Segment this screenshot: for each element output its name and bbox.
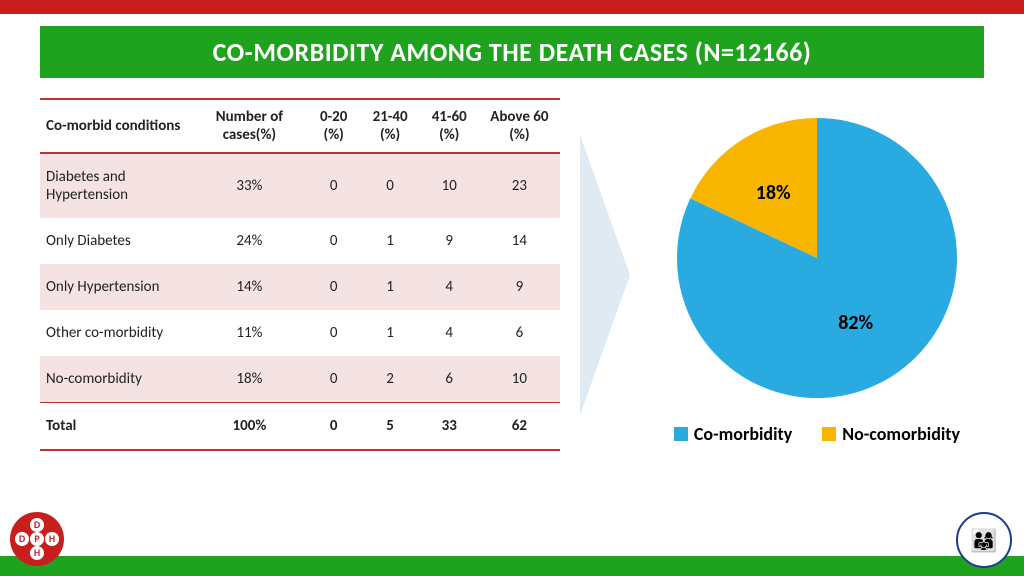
table-container: Co-morbid conditionsNumber of cases(%)0-… bbox=[40, 98, 560, 451]
table-cell: 11% bbox=[192, 310, 307, 356]
title-bar: CO-MORBIDITY AMONG THE DEATH CASES (N=12… bbox=[40, 26, 984, 78]
nhm-logo: 👨‍👩‍👧 bbox=[956, 512, 1012, 568]
table-row: Only Hypertension14%0149 bbox=[40, 264, 560, 310]
logo-letter: H bbox=[30, 546, 44, 560]
top-stripe bbox=[0, 0, 1024, 16]
table-header-cell: 41-60 (%) bbox=[420, 99, 479, 153]
logo-letter: P bbox=[30, 532, 44, 546]
legend-swatch bbox=[674, 427, 688, 441]
table-cell: 0 bbox=[307, 356, 361, 403]
nhm-logo-icon: 👨‍👩‍👧 bbox=[970, 527, 997, 554]
table-cell: 14% bbox=[192, 264, 307, 310]
logo-letter: D bbox=[30, 518, 44, 532]
table-row: Diabetes and Hypertension33%001023 bbox=[40, 153, 560, 218]
pie-legend: Co-morbidity No-comorbidity bbox=[674, 423, 960, 445]
table-cell: 1 bbox=[361, 218, 420, 264]
table-cell: 5 bbox=[361, 403, 420, 451]
legend-item: No-comorbidity bbox=[822, 423, 960, 445]
content-area: Co-morbid conditionsNumber of cases(%)0-… bbox=[0, 98, 1024, 451]
legend-label: No-comorbidity bbox=[842, 423, 960, 445]
table-header-cell: Number of cases(%) bbox=[192, 99, 307, 153]
table-body: Diabetes and Hypertension33%001023Only D… bbox=[40, 153, 560, 450]
comorbidity-table: Co-morbid conditionsNumber of cases(%)0-… bbox=[40, 98, 560, 451]
table-cell: 0 bbox=[307, 403, 361, 451]
pie-svg bbox=[677, 118, 957, 398]
table-cell: 6 bbox=[479, 310, 560, 356]
table-header-row: Co-morbid conditionsNumber of cases(%)0-… bbox=[40, 99, 560, 153]
table-total-row: Total100%053362 bbox=[40, 403, 560, 451]
table-cell: 18% bbox=[192, 356, 307, 403]
arrow-icon bbox=[580, 135, 630, 415]
table-header-cell: Co-morbid conditions bbox=[40, 99, 192, 153]
pie-chart: 82% 18% bbox=[677, 118, 957, 398]
table-cell: 0 bbox=[307, 264, 361, 310]
table-row: No-comorbidity18%02610 bbox=[40, 356, 560, 403]
table-cell: 9 bbox=[479, 264, 560, 310]
table-row: Other co-morbidity11%0146 bbox=[40, 310, 560, 356]
arrow-container bbox=[580, 135, 630, 415]
table-header-cell: Above 60 (%) bbox=[479, 99, 560, 153]
bottom-stripe bbox=[0, 556, 1024, 576]
table-cell: 33 bbox=[420, 403, 479, 451]
legend-label: Co-morbidity bbox=[694, 423, 792, 445]
table-cell: 4 bbox=[420, 310, 479, 356]
table-cell: Other co-morbidity bbox=[40, 310, 192, 356]
table-cell: 6 bbox=[420, 356, 479, 403]
table-cell: 1 bbox=[361, 264, 420, 310]
table-cell: 33% bbox=[192, 153, 307, 218]
table-cell: 9 bbox=[420, 218, 479, 264]
table-header-cell: 0-20 (%) bbox=[307, 99, 361, 153]
page-title: CO-MORBIDITY AMONG THE DEATH CASES (N=12… bbox=[60, 36, 964, 68]
table-cell: Diabetes and Hypertension bbox=[40, 153, 192, 218]
pie-slice-label: 82% bbox=[838, 311, 873, 335]
table-cell: 0 bbox=[307, 310, 361, 356]
logo-letter: H bbox=[45, 532, 59, 546]
table-cell: 10 bbox=[420, 153, 479, 218]
table-cell: Only Diabetes bbox=[40, 218, 192, 264]
table-cell: 100% bbox=[192, 403, 307, 451]
logo-letter: D bbox=[15, 532, 29, 546]
table-cell: 24% bbox=[192, 218, 307, 264]
table-header-cell: 21-40 (%) bbox=[361, 99, 420, 153]
table-cell: 14 bbox=[479, 218, 560, 264]
pie-chart-container: 82% 18% Co-morbidity No-comorbidity bbox=[650, 98, 984, 445]
table-cell: 0 bbox=[361, 153, 420, 218]
table-cell: 0 bbox=[307, 218, 361, 264]
table-row: Only Diabetes24%01914 bbox=[40, 218, 560, 264]
table-cell: Total bbox=[40, 403, 192, 451]
legend-swatch bbox=[822, 427, 836, 441]
table-cell: No-comorbidity bbox=[40, 356, 192, 403]
table-cell: Only Hypertension bbox=[40, 264, 192, 310]
table-cell: 23 bbox=[479, 153, 560, 218]
table-cell: 10 bbox=[479, 356, 560, 403]
legend-item: Co-morbidity bbox=[674, 423, 792, 445]
dph-logo: D D P H H bbox=[10, 512, 64, 566]
table-cell: 62 bbox=[479, 403, 560, 451]
table-cell: 2 bbox=[361, 356, 420, 403]
pie-slice-label: 18% bbox=[756, 181, 791, 205]
table-cell: 1 bbox=[361, 310, 420, 356]
table-cell: 0 bbox=[307, 153, 361, 218]
table-cell: 4 bbox=[420, 264, 479, 310]
